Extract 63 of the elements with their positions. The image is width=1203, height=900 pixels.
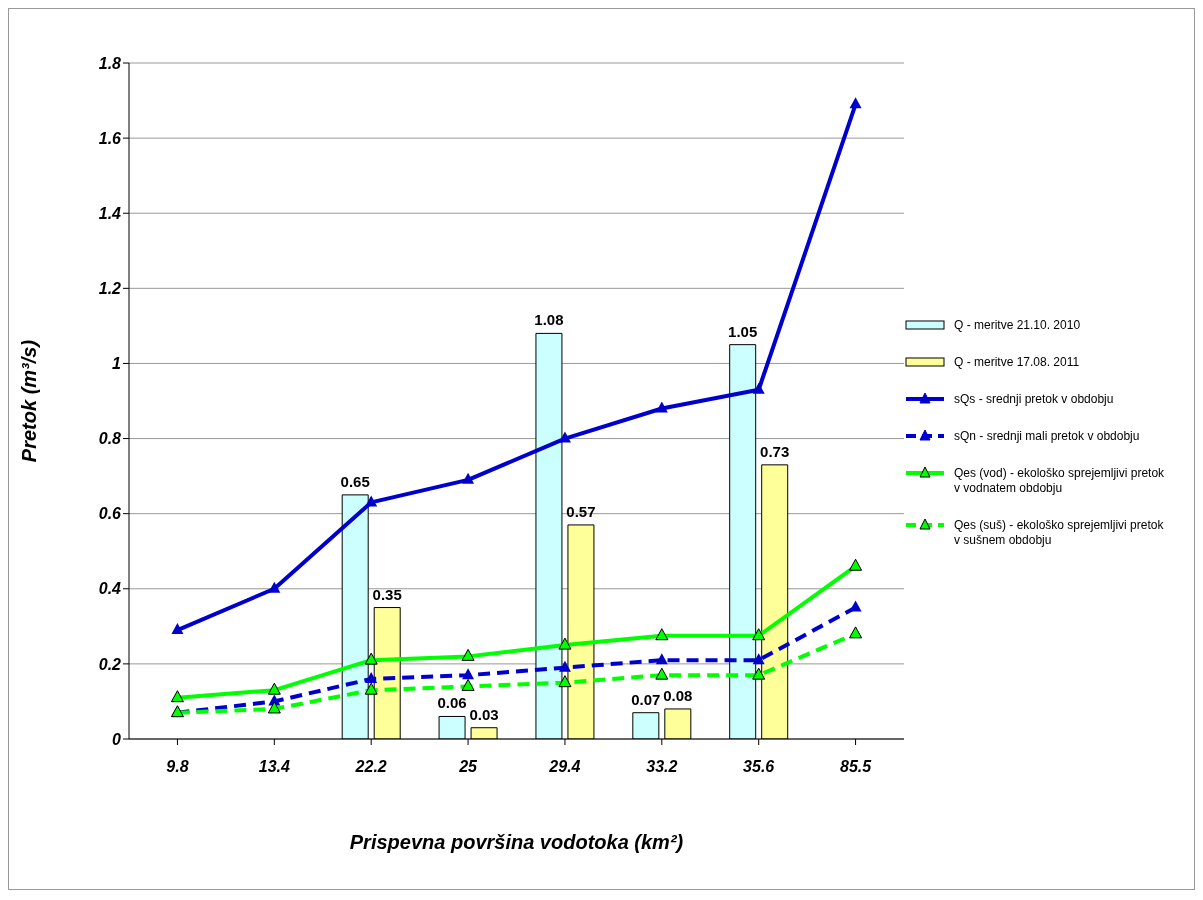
data-label: 1.05 <box>728 322 758 340</box>
data-label: 0.35 <box>372 585 402 603</box>
y-tick-label: 0.2 <box>98 655 122 673</box>
x-tick-label: 33.2 <box>646 758 678 776</box>
point <box>171 623 184 635</box>
x-tick-label: 29.4 <box>548 758 581 776</box>
point <box>170 690 184 703</box>
data-label: 0.07 <box>631 690 661 708</box>
y-axis-title: Pretok (m³/s) <box>18 339 41 463</box>
point <box>655 628 669 641</box>
point <box>655 653 668 665</box>
point <box>364 682 378 695</box>
point <box>752 653 765 665</box>
y-tick-label: 1.6 <box>98 129 122 147</box>
y-tick-label: 0.6 <box>98 505 122 523</box>
data-label: 0.65 <box>340 472 370 490</box>
data-label: 0.06 <box>437 694 467 712</box>
y-tick-label: 1.4 <box>98 204 122 222</box>
point <box>558 637 572 650</box>
data-label: 0.08 <box>663 686 693 704</box>
point <box>655 401 668 413</box>
point <box>849 626 863 639</box>
point <box>365 671 378 683</box>
point <box>462 472 475 484</box>
point <box>558 660 571 672</box>
y-tick-label: 0 <box>112 730 122 748</box>
x-tick-label: 85.5 <box>839 758 873 776</box>
y-tick-label: 1.2 <box>98 280 122 298</box>
point <box>558 675 572 688</box>
point <box>849 97 862 109</box>
point <box>752 667 766 680</box>
point <box>365 495 378 507</box>
legend-label: Qes (vod) - ekološko sprejemljivi pretok v vodnatem obdobju <box>954 466 1166 496</box>
x-tick-label: 22.2 <box>354 758 387 776</box>
y-tick-label: 0.8 <box>98 430 122 448</box>
x-tick-label: 9.8 <box>166 758 189 776</box>
x-axis-title: Prispevna površina vodotoka (km²) <box>349 831 684 853</box>
point <box>461 678 475 691</box>
y-tick-label: 1 <box>112 355 122 373</box>
data-label: 0.57 <box>566 502 596 520</box>
point <box>655 667 669 680</box>
data-label: 1.08 <box>534 311 564 329</box>
x-tick-label: 35.6 <box>743 758 775 776</box>
legend-label: Q - meritve 17.08. 2011 <box>954 355 1080 370</box>
legend-label: sQn - srednji mali pretok v obdobju <box>954 429 1140 444</box>
y-tick-label: 1.8 <box>98 54 122 72</box>
point <box>462 668 475 680</box>
legend-label: Q - meritve 21.10. 2010 <box>954 318 1081 333</box>
point <box>461 648 475 661</box>
x-tick-label: 13.4 <box>258 758 290 776</box>
point <box>364 652 378 665</box>
point <box>752 628 766 641</box>
point <box>849 558 863 571</box>
point <box>267 701 281 714</box>
y-tick-label: 0.4 <box>98 580 122 598</box>
data-label: 0.03 <box>469 705 499 723</box>
point <box>267 682 281 695</box>
legend-label: Qes (suš) - ekološko sprejemljivi pretok v sušnem obdobju <box>954 518 1165 548</box>
point <box>268 581 281 593</box>
legend-label: sQs - srednji pretok v obdobju <box>954 392 1114 407</box>
point <box>752 382 765 394</box>
x-tick-label: 25 <box>458 758 479 776</box>
data-label: 0.73 <box>760 442 790 460</box>
